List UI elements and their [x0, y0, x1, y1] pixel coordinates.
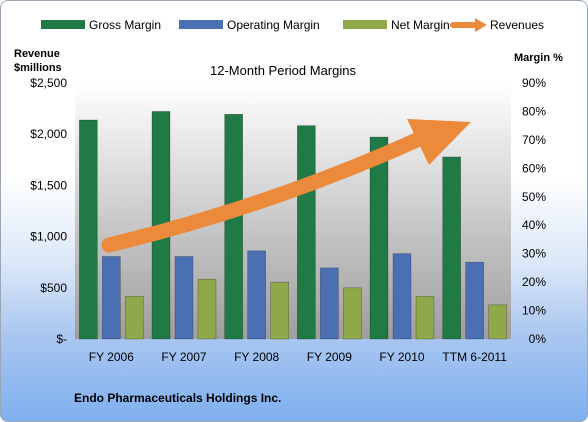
bar-1-6	[442, 156, 461, 340]
x-axis: FY 2006 FY 2007 FY 2008 FY 2009 FY 2010 TTM 6…	[89, 350, 507, 364]
right-tick-label: 60%	[522, 161, 546, 175]
legend-swatch-3	[343, 20, 387, 29]
x-tick-label: FY 2007	[161, 350, 206, 364]
legend-label-2: Operating Margin	[227, 18, 320, 32]
legend-label-3: Net Margin	[391, 18, 450, 32]
bars	[79, 111, 507, 340]
bar-3-5	[415, 296, 435, 340]
x-tick-label: FY 2009	[307, 350, 352, 364]
bar-1-5	[369, 136, 389, 340]
right-tick-label: 30%	[522, 247, 546, 261]
bar-1-3	[224, 113, 243, 340]
bar-2-4	[320, 267, 339, 340]
left-tick-label: $1,000	[30, 230, 67, 244]
bar-3-2	[197, 278, 217, 340]
bar-3-3	[270, 281, 289, 340]
bar-3-6	[488, 304, 507, 340]
x-tick-label: FY 2010	[379, 350, 424, 364]
left-axis-title-line1: Revenue	[14, 48, 60, 60]
right-axis-title: Margin %	[514, 52, 563, 64]
right-tick-label: 0%	[529, 332, 547, 346]
bar-2-3	[247, 250, 266, 340]
bar-2-6	[465, 261, 484, 340]
left-tick-label: $-	[56, 332, 67, 346]
bar-3-4	[343, 287, 362, 340]
chart-title: 12-Month Period Margins	[210, 63, 356, 78]
right-tick-label: 10%	[522, 304, 546, 318]
left-tick-label: $500	[40, 281, 67, 295]
x-tick-label: FY 2008	[234, 350, 279, 364]
right-tick-label: 90%	[522, 76, 546, 90]
revenue-arrowhead	[407, 119, 471, 165]
right-tick-label: 70%	[522, 133, 546, 147]
footer-company-name: Endo Pharmaceuticals Holdings Inc.	[74, 391, 281, 405]
x-tick-label: TTM 6-2011	[442, 350, 507, 364]
right-axis: 0% 10% 20% 30% 40% 50% 60% 70% 80% 90%	[522, 76, 546, 346]
x-tick-label: FY 2006	[89, 350, 134, 364]
right-tick-label: 20%	[522, 275, 546, 289]
left-tick-label: $1,500	[30, 178, 67, 192]
bar-1-4	[297, 125, 316, 340]
left-axis: $- $500 $1,000 $1,500 $2,000 $2,500	[30, 76, 67, 346]
right-tick-label: 50%	[522, 190, 546, 204]
bar-2-2	[174, 256, 194, 340]
legend: Gross Margin Operating Margin Net Margin Re…	[41, 18, 544, 32]
left-axis-title-line2: $millions	[14, 62, 62, 74]
revenue-arrow-shaft	[101, 131, 427, 253]
bar-1-1	[79, 119, 98, 340]
revenue-arrow	[101, 119, 471, 253]
right-tick-label: 40%	[522, 218, 546, 232]
left-tick-label: $2,500	[30, 76, 67, 90]
legend-swatch-1	[41, 20, 85, 29]
left-tick-label: $2,000	[30, 127, 67, 141]
bar-2-5	[392, 253, 412, 340]
legend-swatch-2	[179, 20, 223, 29]
legend-label-1: Gross Margin	[89, 18, 161, 32]
right-tick-label: 80%	[522, 104, 546, 118]
bar-3-1	[125, 296, 144, 340]
legend-label-revenues: Revenues	[490, 18, 544, 32]
legend-arrowhead-revenues	[475, 18, 487, 32]
bar-2-1	[102, 256, 121, 340]
